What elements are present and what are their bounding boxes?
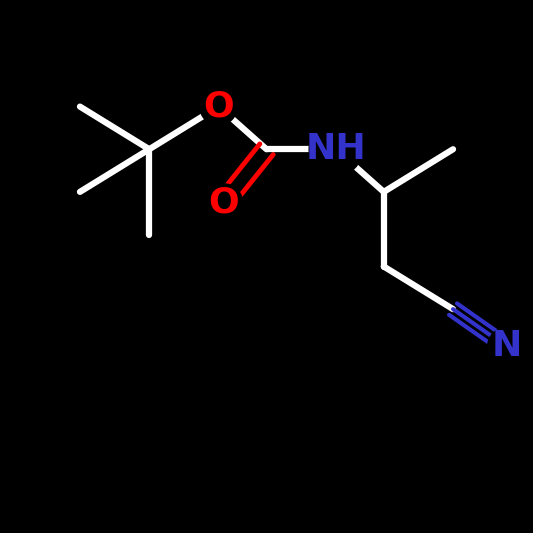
Text: NH: NH bbox=[305, 132, 366, 166]
Circle shape bbox=[205, 184, 243, 221]
Circle shape bbox=[488, 328, 525, 365]
Text: O: O bbox=[203, 90, 234, 124]
Text: N: N bbox=[491, 329, 521, 364]
Circle shape bbox=[309, 123, 362, 176]
Circle shape bbox=[200, 88, 237, 125]
Text: O: O bbox=[208, 185, 239, 220]
